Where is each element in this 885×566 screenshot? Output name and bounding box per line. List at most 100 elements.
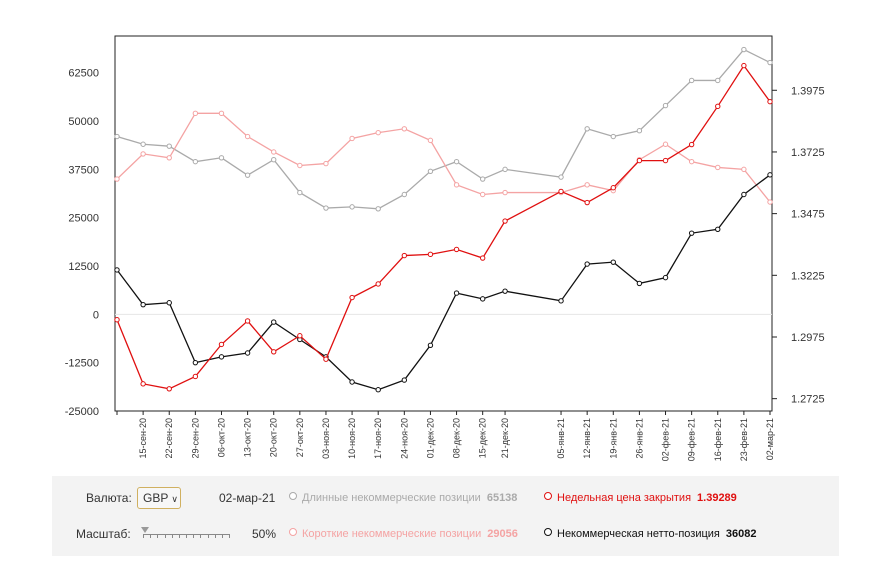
series-net-point	[218, 354, 225, 360]
slider-tick	[214, 534, 216, 538]
chart: 62500 50000 37500 25000 12500 0 -12500 -25000 1.…	[65, 35, 825, 461]
plot-area	[114, 35, 773, 412]
y-right-tick-label: 1.3975	[791, 85, 825, 97]
series-net-point	[375, 387, 381, 393]
legend-net-marker-icon	[544, 528, 552, 536]
x-tick-label: 27-окт-20	[295, 418, 305, 457]
y-right-tick-label: 1.2725	[791, 394, 825, 406]
x-tick-label: 15-дек-20	[478, 418, 488, 458]
series-long-point	[114, 133, 120, 140]
slider-tick	[157, 534, 159, 538]
series-short-point	[584, 182, 590, 188]
legend-long-label: Длинные некоммерческие позиции	[302, 492, 481, 504]
series-price-point	[479, 255, 486, 261]
series-price-point	[502, 218, 508, 224]
series-long-point	[427, 168, 434, 175]
x-tick-label: 16-фев-21	[713, 418, 723, 461]
x-tick-label: 12-янв-21	[582, 418, 592, 459]
series-short-point	[427, 137, 434, 144]
series-net-point	[453, 290, 460, 296]
series-price-point	[558, 188, 564, 195]
series-short-point	[502, 189, 508, 196]
x-tick-label: 13-окт-20	[243, 418, 253, 457]
series-long-point	[271, 157, 277, 163]
series-net-point	[767, 172, 773, 178]
series-price-point	[166, 386, 172, 392]
series-price-point	[218, 341, 225, 348]
series-short-point	[192, 110, 199, 117]
x-tick-label: 20-окт-20	[269, 418, 279, 457]
x-tick-label: 29-сен-20	[190, 418, 200, 459]
series-net-point	[662, 274, 669, 281]
y-left-tick-label: -12500	[65, 358, 99, 370]
x-tick-label: 21-дек-20	[500, 418, 510, 458]
slider-thumb[interactable]	[141, 527, 149, 533]
slider-tick	[200, 534, 202, 538]
series-price-point	[715, 103, 721, 110]
x-tick-label: 26-янв-21	[634, 418, 644, 459]
y-left-tick-label: 37500	[68, 164, 99, 176]
series-short-point	[271, 149, 277, 155]
series-price-point	[636, 157, 643, 164]
legend-net[interactable]: Некоммерческая нетто-позиция 36082	[544, 528, 756, 540]
scale-label: Масштаб:	[76, 527, 131, 541]
series-short-point	[662, 141, 669, 147]
slider-tick	[207, 534, 209, 538]
scale-value: 50%	[252, 527, 277, 541]
y-right-tick-label: 1.3725	[791, 147, 825, 159]
series-net-point	[610, 259, 616, 265]
report-date: 02-мар-21	[219, 491, 276, 505]
x-tick-label: 22-сен-20	[164, 418, 174, 459]
series-long-point	[244, 172, 251, 178]
series-net-point	[349, 379, 355, 385]
series-short-point	[349, 135, 355, 142]
legend-net-label: Некоммерческая нетто-позиция	[557, 528, 720, 540]
x-tick-label: 03-ноя-20	[321, 418, 331, 459]
x-tick-label: 02-мар-21	[765, 418, 775, 460]
series-short-point	[479, 191, 486, 198]
series-long-point	[453, 158, 460, 165]
series-short-point	[401, 126, 408, 132]
y-right-tick-label: 1.3475	[791, 209, 825, 221]
series-net-point	[192, 359, 199, 366]
currency-select[interactable]: GBP ∨	[137, 487, 181, 509]
series-net-point	[502, 288, 508, 294]
x-tick-label: 05-янв-21	[556, 418, 566, 459]
slider-tick	[150, 534, 152, 538]
series-long-point	[479, 176, 486, 182]
legend-short-value: 29056	[487, 528, 518, 540]
series-long-point	[584, 126, 590, 132]
series-long-point	[323, 205, 329, 211]
x-tick-label: 17-ноя-20	[373, 418, 383, 459]
slider-tick	[193, 534, 195, 538]
x-tick-label: 06-окт-20	[216, 418, 226, 457]
slider-tick	[186, 534, 187, 538]
legend-long[interactable]: Длинные некоммерческие позиции 65138	[289, 492, 517, 504]
series-short-point	[140, 151, 146, 157]
series-long-point	[688, 77, 695, 84]
slider-tick	[178, 534, 180, 538]
x-tick-label: 08-дек-20	[452, 418, 462, 458]
series-price-point	[662, 157, 669, 164]
series-price-point	[584, 199, 590, 206]
x-tick-label: 23-фев-21	[739, 418, 749, 461]
series-price-point	[349, 294, 355, 301]
y-left-tick-label: -25000	[65, 406, 99, 418]
series-long-point	[375, 206, 381, 212]
series-price-point	[140, 381, 146, 387]
series-price-point	[192, 373, 199, 380]
series-price-point	[767, 98, 773, 105]
series-net-point	[715, 226, 721, 232]
series-net-point	[244, 350, 251, 356]
series-net-point	[114, 267, 120, 273]
series-price-point	[323, 356, 329, 362]
legend-price[interactable]: Недельная цена закрытия 1.39289	[544, 492, 737, 504]
series-net-point	[688, 230, 695, 236]
x-tick-label: 19-янв-21	[608, 418, 618, 459]
series-net-point	[479, 296, 486, 302]
currency-value: GBP	[143, 491, 169, 505]
scale-slider[interactable]	[141, 527, 230, 539]
legend-short-marker-icon	[289, 528, 297, 536]
legend-long-marker-icon	[289, 492, 297, 500]
legend-short[interactable]: Короткие некоммерческие позиции 29056	[289, 528, 518, 540]
